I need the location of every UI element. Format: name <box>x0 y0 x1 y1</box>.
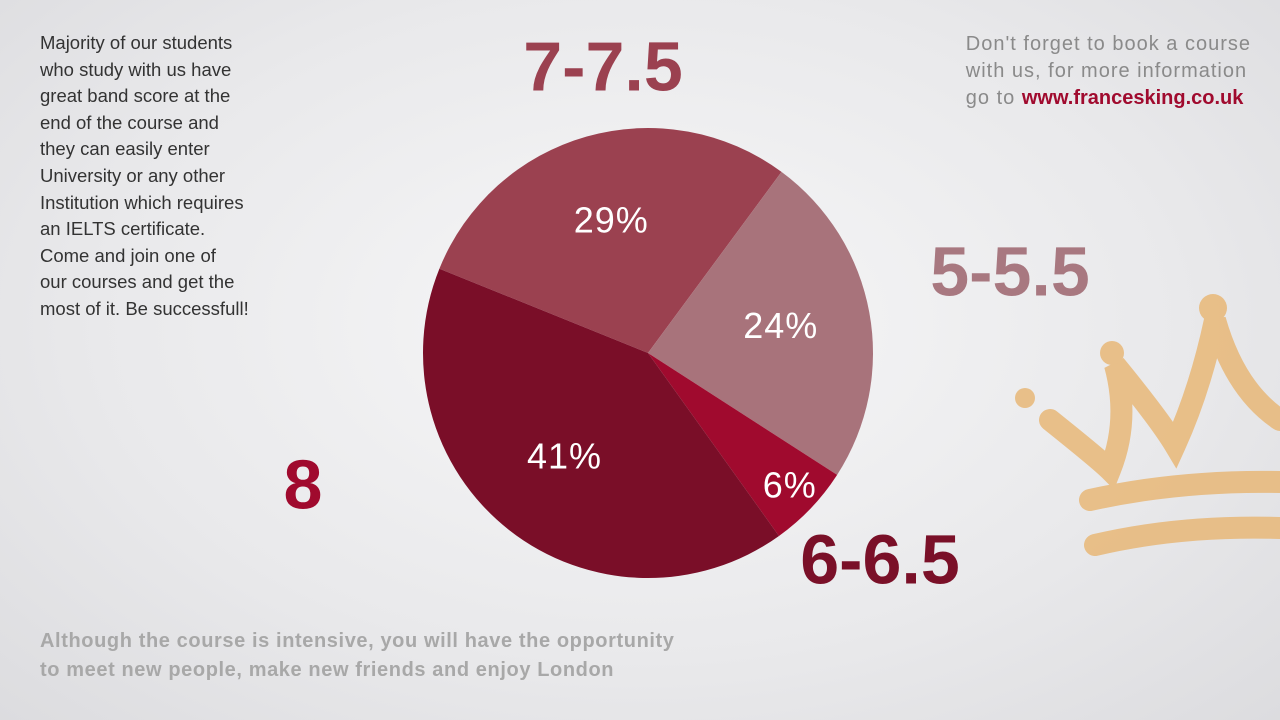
text-line: most of it. Be successfull! <box>40 297 249 319</box>
text-line: Institution which requires <box>40 191 244 213</box>
category-label: 5-5.5 <box>930 232 1090 310</box>
category-label: 6-6.5 <box>800 520 960 598</box>
data-label: 6% <box>763 465 817 506</box>
text-line: Although the course is intensive, you wi… <box>40 630 675 652</box>
intro-text: Majority of our students who study with u… <box>40 30 249 323</box>
text-line: University or any other <box>40 164 226 186</box>
text-line: who study with us have <box>40 58 232 80</box>
data-label: 29% <box>574 200 649 241</box>
text-line: they can easily enter <box>40 138 210 160</box>
category-label: 7-7.5 <box>523 27 683 105</box>
pie-slice <box>439 128 782 353</box>
website-link[interactable]: www.francesking.co.uk <box>1021 87 1244 109</box>
text-line: with us, for more information <box>965 60 1248 82</box>
text-line: an IELTS certificate. <box>40 218 206 240</box>
text: go to <box>965 87 1016 109</box>
text-line: to meet new people, make new friends and… <box>40 659 615 681</box>
crown <box>1015 294 1280 556</box>
text-line: go to www.francesking.co.uk <box>966 85 1251 112</box>
pie-slice <box>422 268 779 578</box>
footer-text: Although the course is intensive, you wi… <box>40 627 675 685</box>
info-text: Don't forget to book a course with us, fo… <box>966 31 1251 112</box>
data-label: 24% <box>743 305 818 346</box>
category-label: 8 <box>284 445 323 523</box>
pie-slice <box>648 353 838 536</box>
text-line: great band score at the <box>40 85 231 107</box>
text-line: our courses and get the <box>40 271 235 293</box>
pie-slice <box>648 171 874 475</box>
text-line: Come and join one of <box>40 244 216 266</box>
text-line: Majority of our students <box>40 32 233 53</box>
text-line: end of the course and <box>40 111 219 133</box>
data-label: 41% <box>527 436 602 477</box>
text-line: Don't forget to book a course <box>965 33 1251 55</box>
